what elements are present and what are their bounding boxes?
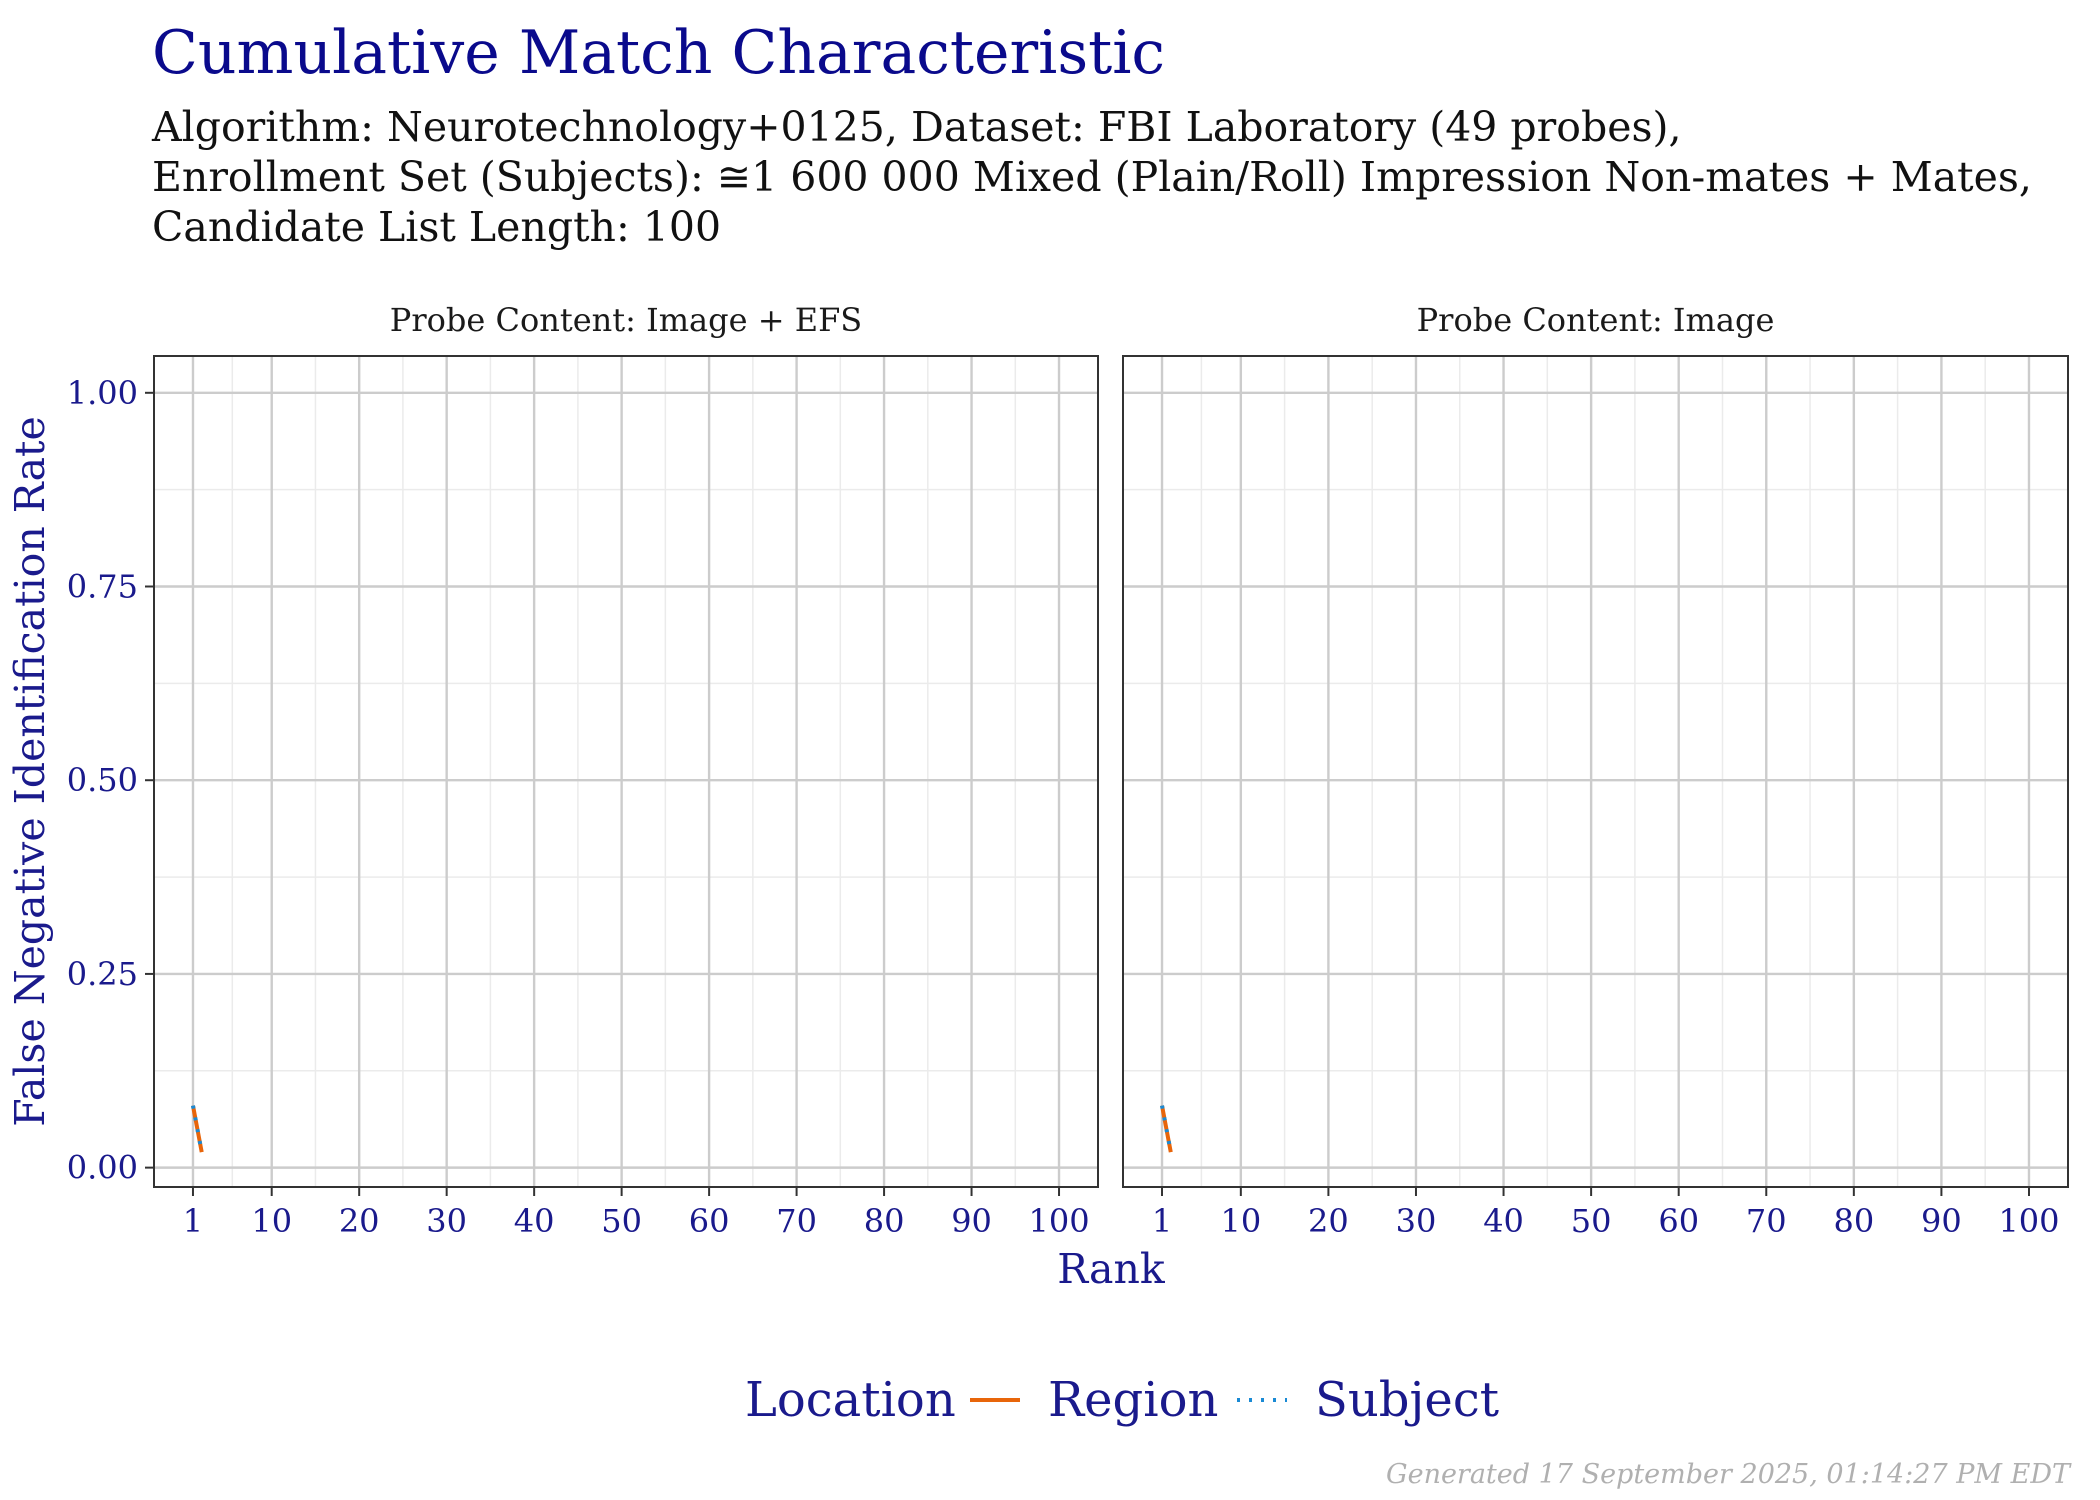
x-tick-label: 1 [183, 1202, 203, 1240]
subtitle-line: Candidate List Length: 100 [152, 203, 722, 251]
panel-background [1123, 356, 2068, 1187]
facet-strip-label: Probe Content: Image + EFS [390, 301, 862, 339]
x-tick-label: 70 [1746, 1202, 1787, 1240]
legend-title: Location [745, 1372, 956, 1428]
x-tick-label: 20 [339, 1202, 380, 1240]
x-tick-label: 50 [1571, 1202, 1612, 1240]
x-tick-label: 30 [1396, 1202, 1437, 1240]
x-tick-label: 100 [1998, 1202, 2059, 1240]
facet-strip-label: Probe Content: Image [1417, 301, 1775, 339]
x-tick-label: 40 [1483, 1202, 1524, 1240]
panel-border [153, 355, 1099, 1188]
panel-background [154, 356, 1098, 1187]
series-line-region [191, 1105, 204, 1153]
x-tick-label: 90 [1921, 1202, 1962, 1240]
x-tick-label: 10 [251, 1202, 292, 1240]
chart-title: Cumulative Match Characteristic [152, 18, 1166, 88]
y-axis-title: False Negative Identification Rate [6, 416, 54, 1127]
generated-footer: Generated 17 September 2025, 01:14:27 PM… [1386, 1459, 2070, 1490]
y-tick-label: 0.00 [67, 1149, 138, 1187]
x-tick-label: 30 [426, 1202, 467, 1240]
x-tick-label: 60 [1658, 1202, 1699, 1240]
x-tick-label: 80 [864, 1202, 905, 1240]
x-tick-label: 80 [1833, 1202, 1874, 1240]
legend-label-subject: Subject [1315, 1372, 1499, 1428]
legend-label-region: Region [1048, 1372, 1218, 1428]
x-tick-label: 40 [514, 1202, 555, 1240]
x-tick-label: 70 [776, 1202, 817, 1240]
x-axis-title: Rank [1057, 1245, 1166, 1293]
x-tick-label: 90 [951, 1202, 992, 1240]
y-tick-label: 1.00 [67, 374, 138, 412]
x-tick-label: 10 [1220, 1202, 1261, 1240]
y-tick-label: 0.75 [67, 568, 138, 606]
chart-subtitle: Algorithm: Neurotechnology+0125, Dataset… [152, 102, 2032, 252]
x-tick-label: 100 [1028, 1202, 1089, 1240]
y-tick-label: 0.25 [67, 955, 138, 993]
panel-border [1122, 355, 2069, 1188]
x-tick-label: 50 [601, 1202, 642, 1240]
subtitle-line: Enrollment Set (Subjects): ≅1 600 000 Mi… [152, 153, 2032, 201]
x-tick-label: 60 [689, 1202, 730, 1240]
x-tick-label: 20 [1308, 1202, 1349, 1240]
series-line-region [1160, 1105, 1173, 1153]
x-tick-label: 1 [1152, 1202, 1172, 1240]
y-tick-label: 0.50 [67, 761, 138, 799]
subtitle-line: Algorithm: Neurotechnology+0125, Dataset… [152, 103, 1682, 151]
